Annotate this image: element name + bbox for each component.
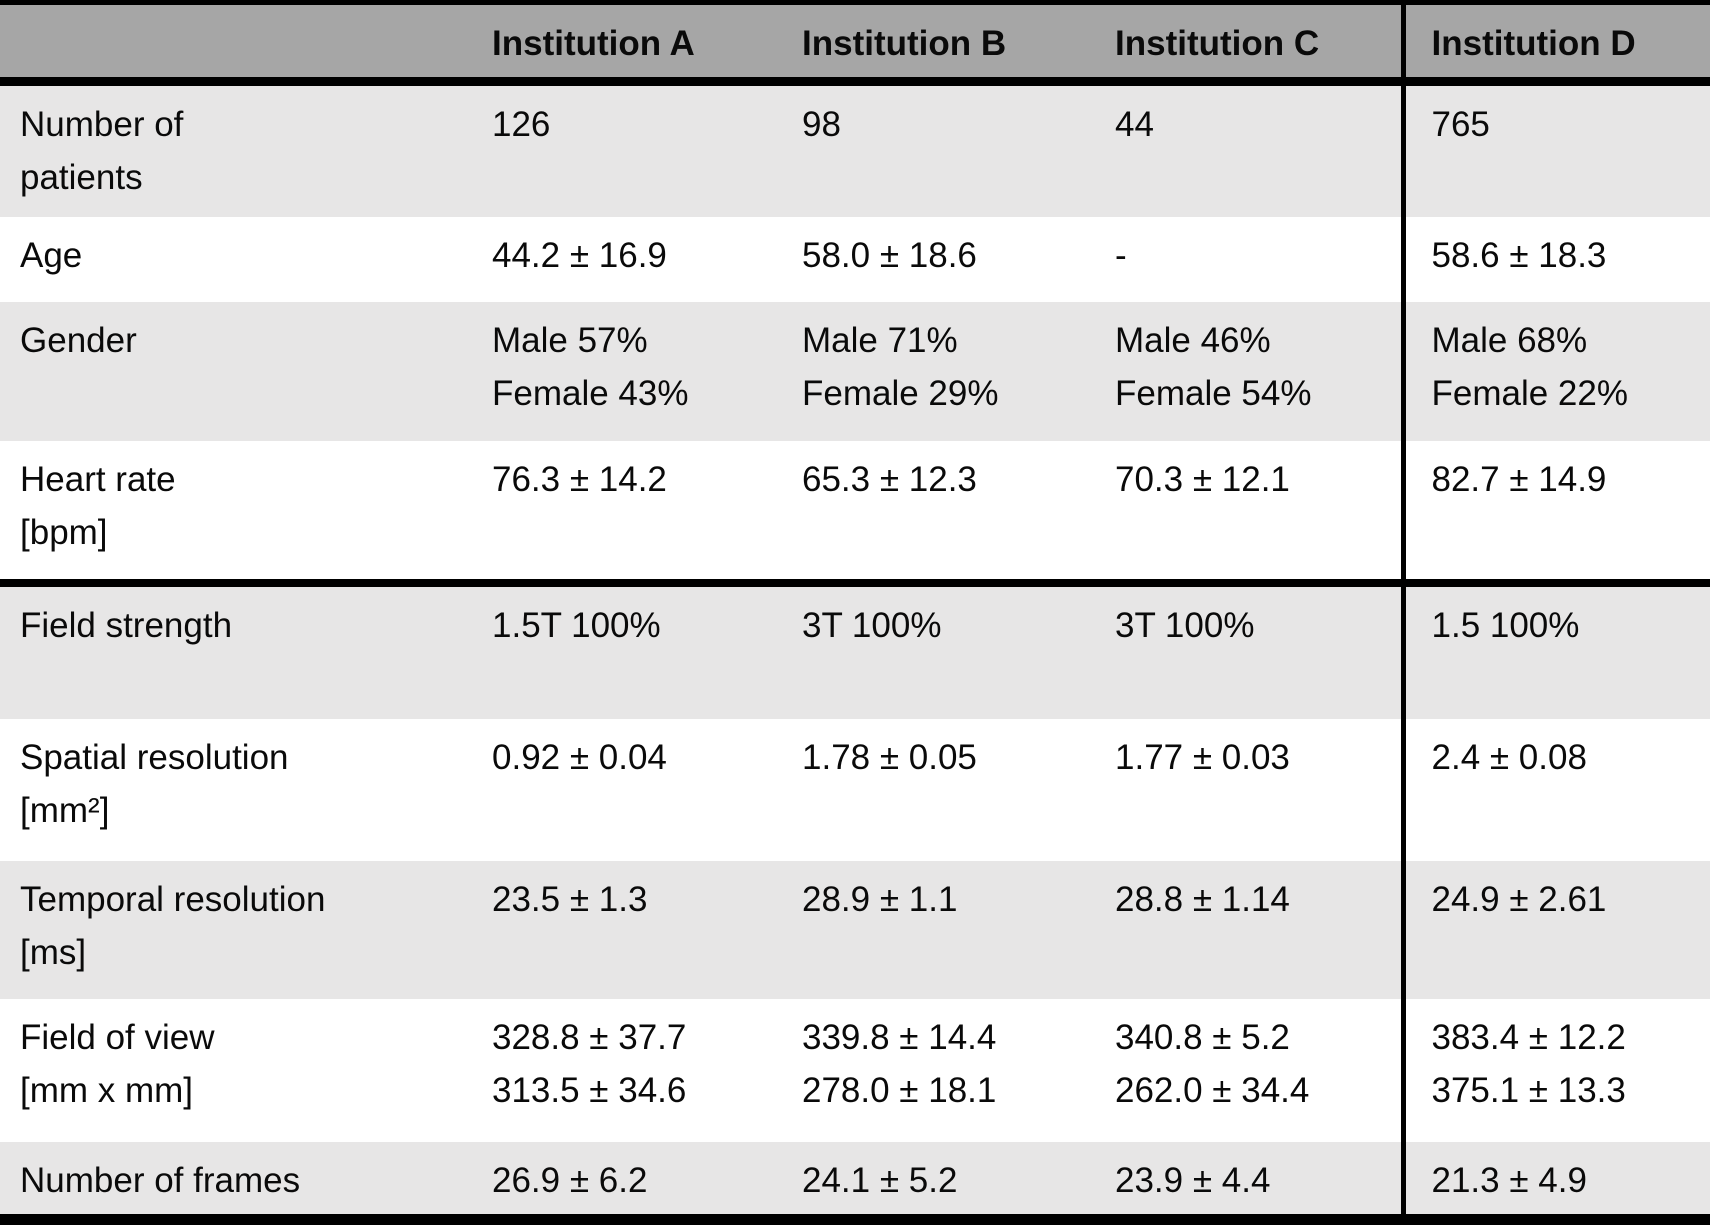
cell: 23.9 ± 4.4 xyxy=(1103,1142,1403,1220)
table-row-field-of-view: Field of view [mm x mm] 328.8 ± 37.7 313… xyxy=(0,999,1710,1142)
cell: 65.3 ± 12.3 xyxy=(790,441,1103,587)
cell: 3T 100% xyxy=(790,583,1103,719)
cell: 0.92 ± 0.04 xyxy=(480,719,790,861)
header-row: Institution A Institution B Institution … xyxy=(0,2,1710,86)
column-header-institution-d: Institution D xyxy=(1400,2,1710,86)
cell: - xyxy=(1103,217,1403,302)
cell: 44.2 ± 16.9 xyxy=(480,217,790,302)
cell: 98 xyxy=(790,81,1103,217)
column-header-institution-c: Institution C xyxy=(1103,2,1403,86)
cell: 383.4 ± 12.2 375.1 ± 13.3 xyxy=(1400,999,1710,1142)
cell: Male 57% Female 43% xyxy=(480,302,790,441)
cell: 1.5 100% xyxy=(1400,583,1710,719)
row-label: Temporal resolution [ms] xyxy=(0,861,480,999)
row-label: Gender xyxy=(0,302,480,441)
table-header: Institution A Institution B Institution … xyxy=(0,2,1710,86)
cell: 765 xyxy=(1400,81,1710,217)
table-row-age: Age 44.2 ± 16.9 58.0 ± 18.6 - 58.6 ± 18.… xyxy=(0,217,1710,302)
cell: 58.6 ± 18.3 xyxy=(1400,217,1710,302)
cell: 339.8 ± 14.4 278.0 ± 18.1 xyxy=(790,999,1103,1142)
cell: 26.9 ± 6.2 xyxy=(480,1142,790,1220)
cell: 82.7 ± 14.9 xyxy=(1400,441,1710,587)
column-header-institution-a: Institution A xyxy=(480,2,790,86)
row-label: Number of frames xyxy=(0,1142,480,1220)
row-label: Heart rate [bpm] xyxy=(0,441,480,587)
cell: 76.3 ± 14.2 xyxy=(480,441,790,587)
column-header-institution-b: Institution B xyxy=(790,2,1103,86)
cell: 23.5 ± 1.3 xyxy=(480,861,790,999)
cell: Male 68% Female 22% xyxy=(1400,302,1710,441)
cell: 28.8 ± 1.14 xyxy=(1103,861,1403,999)
cell: 1.77 ± 0.03 xyxy=(1103,719,1403,861)
table-row-number-of-patients: Number of patients 126 98 44 765 xyxy=(0,81,1710,217)
cell: 126 xyxy=(480,81,790,217)
table-row-field-strength: Field strength 1.5T 100% 3T 100% 3T 100%… xyxy=(0,583,1710,719)
cell: Male 71% Female 29% xyxy=(790,302,1103,441)
cell: 1.5T 100% xyxy=(480,583,790,719)
row-label: Field of view [mm x mm] xyxy=(0,999,480,1142)
row-label: Number of patients xyxy=(0,81,480,217)
cell: 70.3 ± 12.1 xyxy=(1103,441,1403,587)
table-row-heart-rate: Heart rate [bpm] 76.3 ± 14.2 65.3 ± 12.3… xyxy=(0,441,1710,587)
cell: 1.78 ± 0.05 xyxy=(790,719,1103,861)
table-row-temporal-resolution: Temporal resolution [ms] 23.5 ± 1.3 28.9… xyxy=(0,861,1710,999)
cell: 3T 100% xyxy=(1103,583,1403,719)
row-label: Spatial resolution [mm²] xyxy=(0,719,480,861)
cell: 340.8 ± 5.2 262.0 ± 34.4 xyxy=(1103,999,1403,1142)
row-label: Field strength xyxy=(0,583,480,719)
cell: 58.0 ± 18.6 xyxy=(790,217,1103,302)
cell: Male 46% Female 54% xyxy=(1103,302,1403,441)
table-row-number-of-frames: Number of frames 26.9 ± 6.2 24.1 ± 5.2 2… xyxy=(0,1142,1710,1220)
table-row-spatial-resolution: Spatial resolution [mm²] 0.92 ± 0.04 1.7… xyxy=(0,719,1710,861)
cell: 2.4 ± 0.08 xyxy=(1400,719,1710,861)
cell: 21.3 ± 4.9 xyxy=(1400,1142,1710,1220)
table-row-gender: Gender Male 57% Female 43% Male 71% Fema… xyxy=(0,302,1710,441)
cell: 28.9 ± 1.1 xyxy=(790,861,1103,999)
cell: 44 xyxy=(1103,81,1403,217)
row-label: Age xyxy=(0,217,480,302)
cell: 24.1 ± 5.2 xyxy=(790,1142,1103,1220)
cell: 24.9 ± 2.61 xyxy=(1400,861,1710,999)
table-body: Number of patients 126 98 44 765 Age 44.… xyxy=(0,81,1710,1220)
corner-cell xyxy=(0,2,480,86)
cell: 328.8 ± 37.7 313.5 ± 34.6 xyxy=(480,999,790,1142)
